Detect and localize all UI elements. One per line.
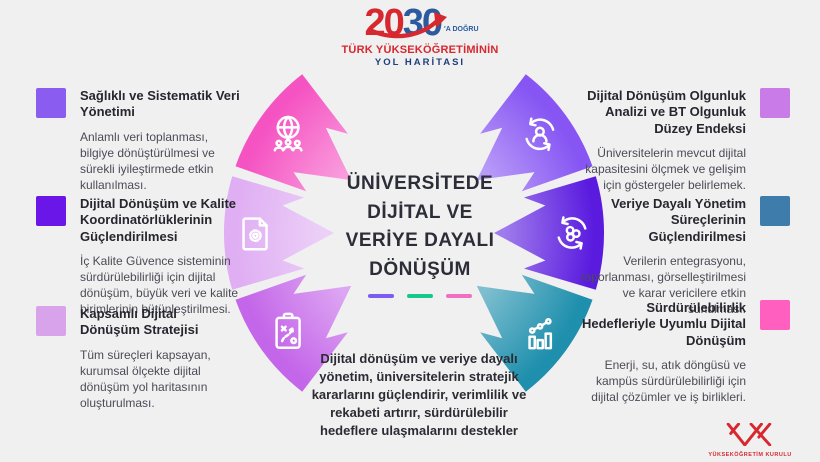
- item-title: Dijital Dönüşüm ve Kalite Koordinatörlük…: [80, 196, 237, 244]
- bullet-square: [36, 306, 66, 336]
- title-line: VERİYE DAYALI: [345, 230, 495, 251]
- title-line: ÜNİVERSİTEDE: [346, 173, 494, 194]
- divider-bar: [407, 294, 433, 298]
- item-body: İç Kalite Güvence sisteminin sürdürülebi…: [80, 253, 239, 316]
- logo-line2: YOL HARİTASI: [374, 57, 466, 68]
- item-body: Üniversitelerin mevcut dijital kapasites…: [585, 145, 746, 192]
- item-title: Kapsamlı Dijital Dönüşüm Stratejisi: [80, 306, 199, 338]
- item-body: Anlamlı veri toplanması, bilgiye dönüştü…: [80, 129, 215, 192]
- title-line: DİJİTAL VE: [367, 201, 473, 223]
- bullet-square: [760, 196, 790, 226]
- list-item-olgunluk-analizi: Dijital Dönüşüm Olgunluk Analizi ve BT O…: [575, 88, 790, 193]
- item-title: Sağlıklı ve Sistematik Veri Yönetimi: [80, 88, 240, 120]
- bullet-square: [760, 300, 790, 330]
- divider-bar: [368, 294, 394, 298]
- item-body: Tüm süreçleri kapsayan, kurumsal ölçekte…: [80, 347, 211, 410]
- item-body: Verilerin entegrasyonu, raporlanması, gö…: [580, 253, 746, 316]
- logo-year: 2030 'A DOĞRU: [320, 4, 520, 42]
- title-line: DÖNÜŞÜM: [369, 258, 471, 280]
- page-title: ÜNİVERSİTEDE DİJİTAL VE VERİYE DAYALI DÖ…: [325, 170, 515, 298]
- bullet-square: [36, 196, 66, 226]
- petal-veri-yonetimi: [235, 74, 352, 192]
- item-body: Enerji, su, atık döngüsü ve kampüs sürdü…: [591, 357, 746, 404]
- summary-text: Dijital dönüşüm ve veriye dayalı yönetim…: [311, 351, 527, 438]
- logo-line1: TÜRK YÜKSEKÖĞRETİMİNİN: [341, 44, 499, 56]
- petal-olgunluk-analizi: [476, 74, 593, 192]
- title-divider-bars: [325, 294, 515, 298]
- logo-year-20: 20: [364, 2, 404, 44]
- list-item-surdurulebilirlik: Sürdürülebilirlik Hedefleriyle Uyumlu Di…: [575, 300, 790, 405]
- yok-org-label: YÜKSEKÖĞRETİM KURULU: [708, 452, 792, 458]
- list-item-veri-yonetimi: Sağlıklı ve Sistematik Veri Yönetimi Anl…: [36, 88, 240, 193]
- roadmap-2030-logo: 2030 'A DOĞRU TÜRK YÜKSEKÖĞRETİMİNİN YOL …: [320, 4, 520, 68]
- logo-year-30: 30: [402, 2, 443, 44]
- item-title: Dijital Dönüşüm Olgunluk Analizi ve BT O…: [587, 88, 746, 136]
- item-title: Veriye Dayalı Yönetim Süreçlerinin Güçle…: [611, 196, 746, 244]
- petal-kalite-koordinatorlukleri: [223, 176, 334, 290]
- list-item-kalite-koordinatorlukleri: Dijital Dönüşüm ve Kalite Koordinatörlük…: [36, 196, 240, 317]
- yok-monogram-icon: [726, 422, 772, 447]
- petal-veriye-dayali-yonetim: [494, 176, 605, 290]
- petal-surdurulebilirlik: [476, 274, 593, 392]
- item-title: Sürdürülebilirlik Hedefleriyle Uyumlu Di…: [582, 300, 746, 348]
- divider-bar: [446, 294, 472, 298]
- bullet-square: [760, 88, 790, 118]
- petal-donusum-stratejisi: [235, 274, 352, 392]
- logo-toward-label: 'A DOĞRU: [444, 26, 479, 33]
- bullet-square: [36, 88, 66, 118]
- yok-logo: YÜKSEKÖĞRETİM KURULU: [694, 422, 806, 458]
- list-item-veriye-dayali-yonetim: Veriye Dayalı Yönetim Süreçlerinin Güçle…: [575, 196, 790, 317]
- list-item-donusum-stratejisi: Kapsamlı Dijital Dönüşüm Stratejisi Tüm …: [36, 306, 240, 411]
